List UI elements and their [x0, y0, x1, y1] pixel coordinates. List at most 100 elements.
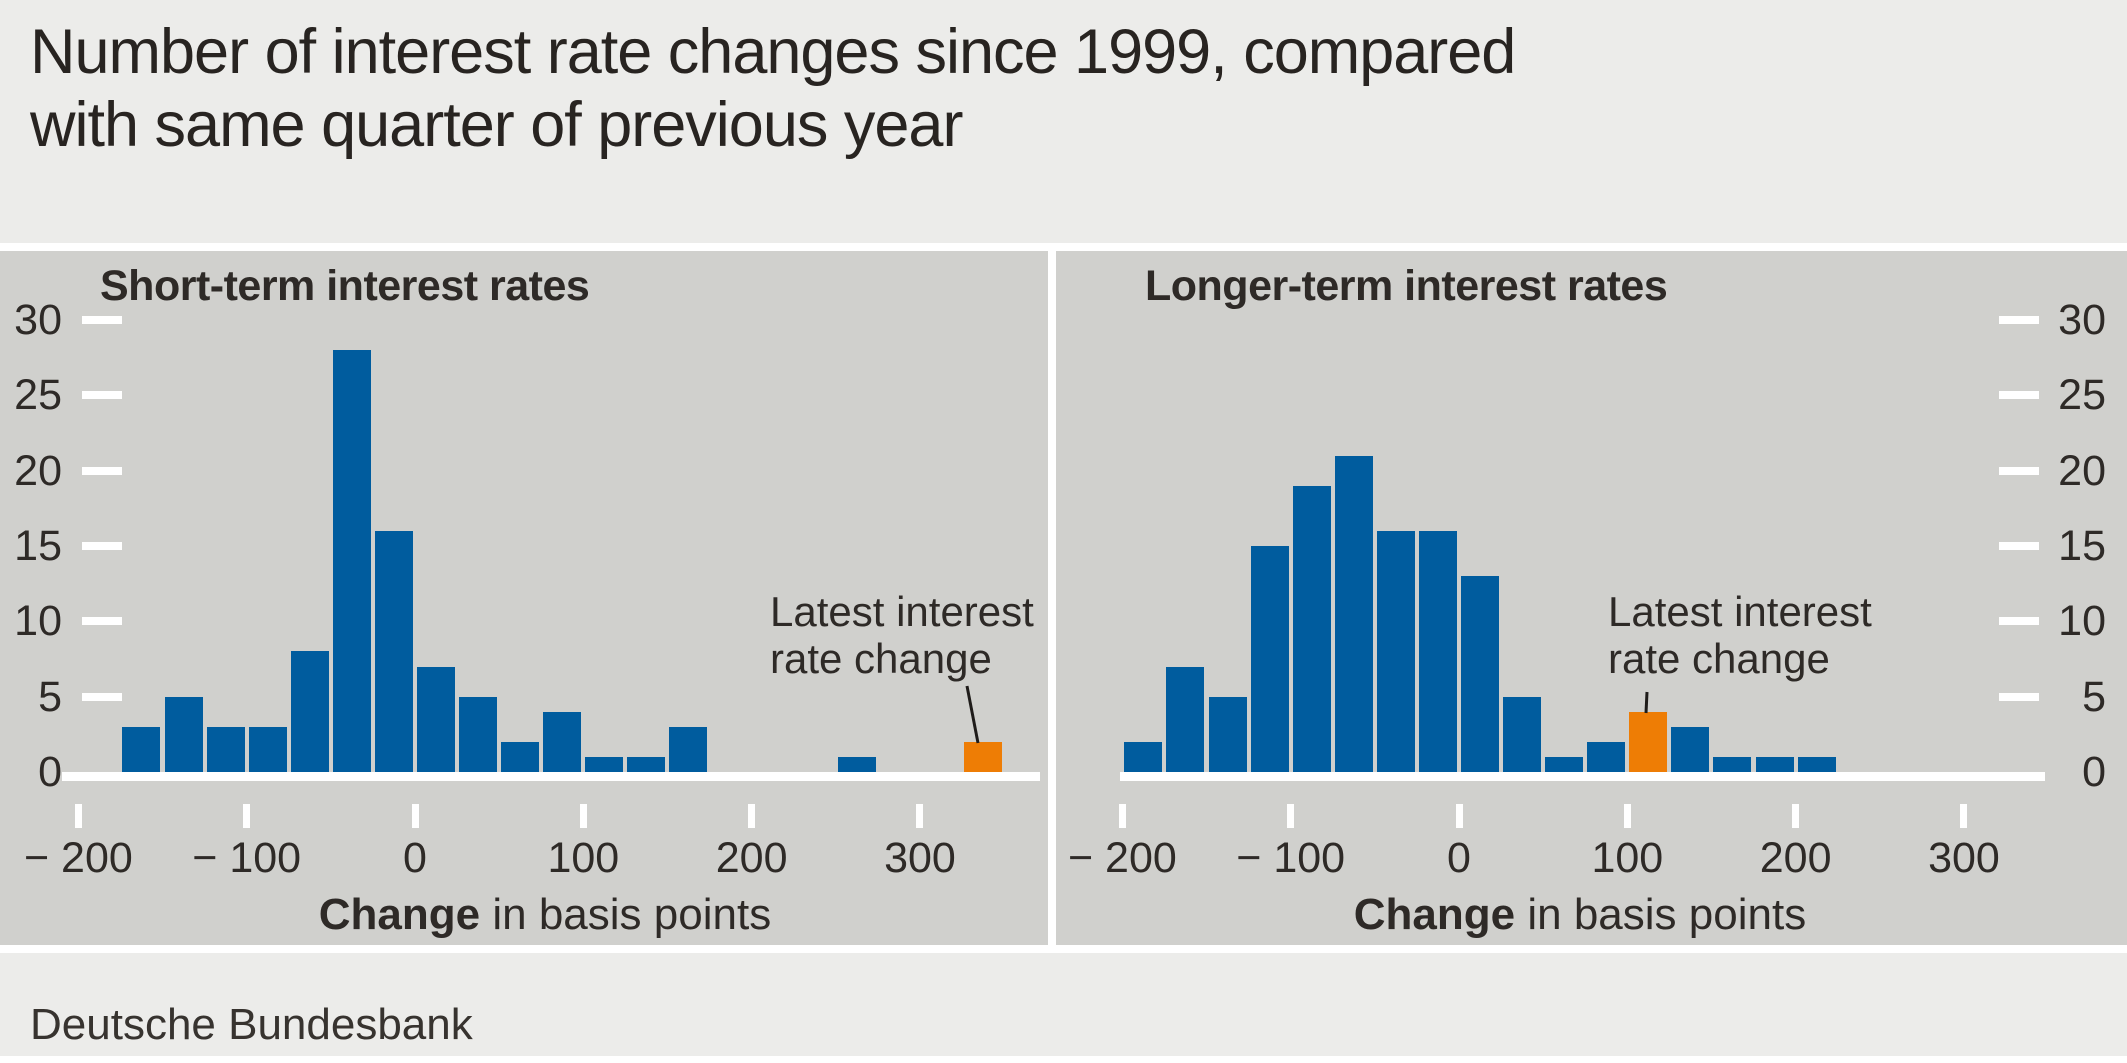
y-tick	[82, 692, 122, 701]
short-term-chart-title: Short-term interest rates	[100, 262, 590, 310]
y-tick-label: 10	[2058, 597, 2106, 646]
y-tick	[1999, 617, 2039, 626]
y-tick	[82, 466, 122, 475]
latest-rate-change-bar	[1629, 711, 1668, 772]
x-tick	[1455, 804, 1463, 828]
histogram-bar	[374, 530, 413, 772]
x-axis-line	[62, 772, 1040, 781]
latest-rate-change-bar	[964, 741, 1003, 772]
histogram-bar	[501, 741, 540, 772]
x-tick-label: 100	[1591, 834, 1664, 882]
x-axis-title-regular: in basis points	[1515, 890, 1807, 939]
histogram-bar	[1124, 741, 1163, 772]
histogram-bar	[206, 726, 245, 772]
x-axis-title-regular: in basis points	[480, 890, 772, 939]
y-tick-label: 30	[2058, 296, 2106, 345]
x-tick-label: − 100	[192, 834, 302, 882]
histogram-bar	[627, 756, 666, 772]
histogram-bar	[1545, 756, 1584, 772]
x-tick	[243, 804, 251, 828]
y-tick-label: 25	[2058, 371, 2106, 420]
annotation-line1: Latest interest	[770, 588, 1034, 635]
x-tick	[411, 804, 419, 828]
source-label: Deutsche Bundesbank	[30, 1000, 473, 1049]
histogram-bar	[1292, 485, 1331, 772]
histogram-bar	[1503, 696, 1542, 772]
y-tick	[1999, 466, 2039, 475]
x-tick	[1623, 804, 1631, 828]
x-tick	[1792, 804, 1800, 828]
histogram-bar	[1334, 455, 1373, 772]
y-tick	[1999, 542, 2039, 550]
y-tick-label: 20	[14, 446, 62, 495]
y-tick	[1999, 391, 2039, 400]
latest-rate-change-annotation: Latest interest rate change	[770, 588, 1034, 682]
chart-footer: Deutsche Bundesbank	[0, 953, 2127, 1056]
histogram-bar	[1376, 530, 1415, 772]
annotation-line2: rate change	[770, 635, 992, 682]
page-title-line2: with same quarter of previous year	[30, 90, 963, 160]
y-tick	[82, 542, 122, 550]
x-tick-label: 200	[1759, 834, 1832, 882]
chart-header: Number of interest rate changes since 19…	[0, 0, 2127, 243]
histogram-bar	[669, 726, 708, 772]
y-tick	[1999, 692, 2039, 701]
histogram-bar	[585, 756, 624, 772]
histogram-bar	[1418, 530, 1457, 772]
histogram-bar	[543, 711, 582, 772]
histogram-bar	[1208, 696, 1247, 772]
x-tick-label: 0	[1447, 834, 1471, 882]
y-tick	[82, 391, 122, 400]
longer-term-chart-title: Longer-term interest rates	[1145, 262, 1668, 310]
x-tick-label: 200	[715, 834, 788, 882]
x-tick-label: 0	[403, 834, 427, 882]
x-axis-title-bold: Change	[318, 890, 481, 939]
y-tick-label: 15	[14, 522, 62, 570]
y-tick-label: 25	[14, 371, 62, 420]
y-tick	[82, 617, 122, 626]
y-tick-label: 5	[38, 672, 62, 721]
histogram-bar	[1671, 726, 1710, 772]
y-tick-label: 20	[2058, 446, 2106, 495]
longer-term-chart-panel: Longer-term interest rates Latest intere…	[1056, 251, 2127, 945]
histogram-bar	[332, 350, 371, 772]
histogram-bar	[837, 756, 876, 772]
histogram-bar	[1461, 576, 1499, 772]
x-tick	[579, 804, 587, 828]
histogram-bar	[417, 666, 455, 772]
x-tick	[1960, 804, 1968, 828]
histogram-bar	[1797, 756, 1836, 772]
x-axis-title-bold: Change	[1353, 890, 1516, 939]
y-tick-label: 5	[2082, 672, 2106, 721]
y-tick	[1999, 316, 2039, 325]
x-tick	[916, 804, 924, 828]
x-tick-label: 300	[1928, 834, 2000, 882]
x-tick-label: 300	[884, 834, 956, 882]
histogram-bar	[290, 651, 329, 772]
histogram-bar	[1587, 741, 1626, 772]
y-tick-label: 15	[2058, 522, 2106, 570]
y-tick	[82, 316, 122, 325]
y-tick-label: 30	[14, 296, 62, 345]
x-tick	[74, 804, 82, 828]
page-title-line1: Number of interest rate changes since 19…	[30, 17, 1516, 87]
y-tick-label: 10	[14, 597, 62, 646]
x-axis-title: Change in basis points	[245, 891, 845, 939]
x-tick-label: − 100	[1236, 834, 1346, 882]
histogram-bar	[1713, 756, 1752, 772]
x-axis-line	[1120, 772, 2045, 781]
short-term-chart-panel: Short-term interest rates Latest interes…	[0, 251, 1048, 945]
histogram-bar	[1755, 756, 1794, 772]
latest-rate-change-annotation: Latest interest rate change	[1608, 588, 1872, 682]
x-tick	[1118, 804, 1126, 828]
histogram-bar	[164, 696, 203, 772]
x-tick	[1287, 804, 1295, 828]
x-axis-title: Change in basis points	[1280, 891, 1880, 939]
x-tick	[748, 804, 756, 828]
x-tick-label: − 200	[1067, 834, 1177, 882]
annotation-line1: Latest interest	[1608, 588, 1872, 635]
x-tick-label: − 200	[23, 834, 133, 882]
y-tick-label: 0	[2082, 748, 2106, 796]
x-tick-label: 100	[547, 834, 620, 882]
